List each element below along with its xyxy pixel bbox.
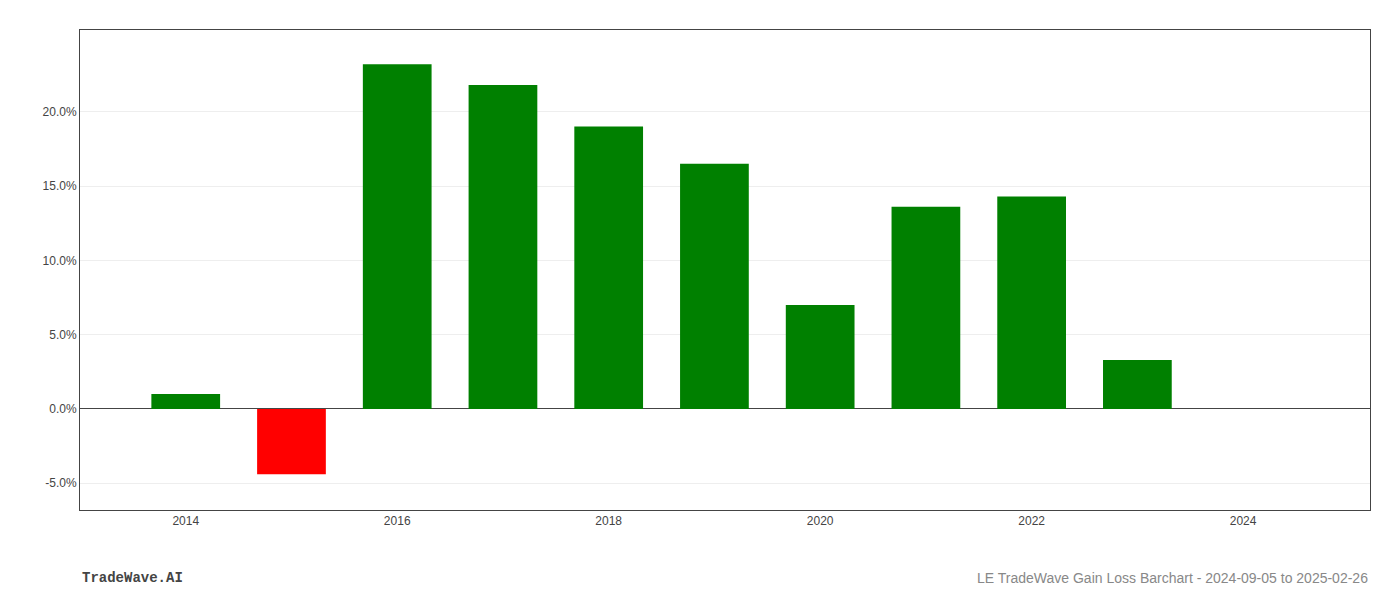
svg-text:2022: 2022 bbox=[1018, 514, 1045, 528]
svg-text:10.0%: 10.0% bbox=[43, 254, 77, 268]
svg-text:-5.0%: -5.0% bbox=[45, 476, 77, 490]
svg-text:2014: 2014 bbox=[172, 514, 199, 528]
svg-text:2018: 2018 bbox=[595, 514, 622, 528]
svg-text:5.0%: 5.0% bbox=[49, 328, 77, 342]
svg-text:TradeWave.AI: TradeWave.AI bbox=[82, 570, 183, 586]
svg-text:2016: 2016 bbox=[384, 514, 411, 528]
svg-text:15.0%: 15.0% bbox=[43, 179, 77, 193]
svg-text:2024: 2024 bbox=[1230, 514, 1257, 528]
svg-text:20.0%: 20.0% bbox=[43, 105, 77, 119]
svg-text:2020: 2020 bbox=[807, 514, 834, 528]
svg-text:0.0%: 0.0% bbox=[49, 402, 77, 416]
svg-text:LE TradeWave Gain Loss Barchar: LE TradeWave Gain Loss Barchart - 2024-0… bbox=[977, 570, 1368, 586]
